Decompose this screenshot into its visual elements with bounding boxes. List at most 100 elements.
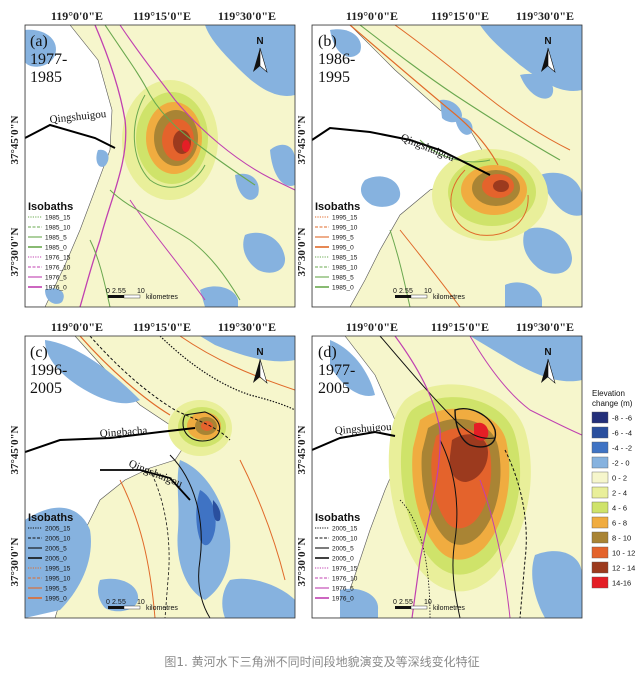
isobath-label: 2005_10	[332, 535, 358, 542]
svg-text:5: 5	[409, 599, 413, 606]
panel-c-label: (c)	[30, 344, 48, 361]
panel-a-scale-bar: 0 2.5 5 10 kilometres	[106, 288, 178, 301]
svg-text:kilometres: kilometres	[433, 294, 465, 301]
lon-label-1: 119°0'0"E	[346, 9, 398, 23]
panel-c-period-end: 2005	[30, 380, 62, 397]
svg-text:0: 0	[106, 599, 110, 606]
lon-label-1: 119°0'0"E	[51, 9, 103, 23]
figure-caption: 图1. 黄河水下三角洲不同时间段地貌演变及等深线变化特征	[164, 655, 480, 669]
elevation-class-label: 8 - 10	[612, 534, 631, 543]
elevation-class-swatch	[591, 576, 609, 589]
elevation-class-swatch	[591, 486, 609, 499]
panel-c-isobath-legend: 2005_15 2005_10 2005_5 2005_0 1995_15 1995_10…	[28, 525, 71, 602]
lon-label-2: 119°15'0"E	[431, 9, 489, 23]
elevation-class-label: 12 - 14	[612, 564, 635, 573]
svg-text:0: 0	[106, 288, 110, 295]
panel-a-isobaths-title: Isobaths	[28, 201, 73, 213]
elevation-legend: Elevation change (m) -8 - -6 -6 - -4 -4 - …	[591, 389, 635, 589]
isobath-label: 1976_0	[332, 595, 354, 602]
svg-text:N: N	[544, 36, 551, 47]
isobath-label: 1985_10	[45, 224, 71, 231]
svg-text:2.5: 2.5	[112, 599, 122, 606]
lat-label-2: 37°30'0"N	[9, 537, 21, 586]
panel-a: 119°0'0"E 119°15'0"E 119°30'0"E 37°45'0"…	[9, 9, 296, 308]
panel-a-label: (a)	[30, 33, 48, 50]
panel-d-place-qingshuigou: Qingshuigou	[334, 421, 392, 437]
lon-label-1: 119°0'0"E	[51, 320, 103, 334]
isobath-label: 2005_10	[45, 535, 71, 542]
elevation-class-swatch	[591, 471, 609, 484]
lat-label-2: 37°30'0"N	[9, 227, 21, 276]
map-a	[25, 25, 295, 307]
panel-d-isobaths-title: Isobaths	[315, 512, 360, 524]
isobath-label: 1995_15	[332, 214, 358, 221]
elevation-class-label: -4 - -2	[612, 444, 632, 453]
map-b	[312, 25, 582, 307]
lon-label-2: 119°15'0"E	[133, 9, 191, 23]
svg-text:2.5: 2.5	[399, 599, 409, 606]
lat-label-1: 37°45'0"N	[296, 115, 308, 164]
panel-a-period-end: 1985	[30, 69, 62, 86]
elevation-class-label: -2 - 0	[612, 459, 630, 468]
isobath-label: 1976_0	[45, 284, 67, 291]
isobath-label: 1976_15	[332, 565, 358, 572]
lat-label-1: 37°45'0"N	[296, 425, 308, 474]
isobath-label: 1995_5	[332, 234, 354, 241]
panel-a-isobath-legend: 1985_15 1985_10 1985_5 1985_0 1976_15 1976_10…	[28, 214, 71, 291]
isobath-label: 1995_15	[45, 565, 71, 572]
lat-label-1: 37°45'0"N	[9, 425, 21, 474]
isobath-label: 1985_10	[332, 264, 358, 271]
panel-c-north-arrow: N	[253, 347, 268, 384]
isobath-label: 2005_15	[332, 525, 358, 532]
isobath-label: 1985_0	[332, 284, 354, 291]
elevation-class-label: 2 - 4	[612, 489, 627, 498]
panel-c-isobaths-title: Isobaths	[28, 512, 73, 524]
svg-text:N: N	[256, 347, 263, 358]
elevation-class-label: 4 - 6	[612, 504, 627, 513]
panel-b-isobath-legend: 1995_15 1995_10 1995_5 1995_0 1985_15 1985_10…	[315, 214, 358, 291]
panel-d: 119°0'0"E 119°15'0"E 119°30'0"E 37°45'0"…	[296, 320, 583, 619]
isobath-label: 1985_15	[332, 254, 358, 261]
elevation-class-swatch	[591, 531, 609, 544]
panel-a-period-start: 1977-	[30, 51, 67, 68]
svg-text:0: 0	[393, 288, 397, 295]
lon-label-1: 119°0'0"E	[346, 320, 398, 334]
panel-d-period-start: 1977-	[318, 362, 355, 379]
elevation-class-swatch	[591, 501, 609, 514]
svg-text:kilometres: kilometres	[146, 605, 178, 612]
elevation-class-swatch	[591, 561, 609, 574]
isobath-label: 1985_0	[45, 244, 67, 251]
isobath-label: 1976_15	[45, 254, 71, 261]
isobath-label: 1976_10	[332, 575, 358, 582]
elevation-class-label: 14-16	[612, 579, 631, 588]
svg-text:N: N	[544, 347, 551, 358]
elevation-class-swatch	[591, 456, 609, 469]
svg-text:10: 10	[424, 288, 432, 295]
isobath-label: 2005_5	[45, 545, 67, 552]
panel-c-scale-bar: 0 2.5 5 10 kilometres	[106, 599, 178, 612]
lon-label-3: 119°30'0"E	[516, 320, 574, 334]
elevation-legend-title-1: Elevation	[592, 389, 625, 398]
isobath-label: 2005_15	[45, 525, 71, 532]
elevation-class-swatch	[591, 426, 609, 439]
svg-text:2.5: 2.5	[399, 288, 409, 295]
elevation-class-swatch	[591, 441, 609, 454]
isobath-label: 2005_0	[332, 555, 354, 562]
isobath-label: 1976_10	[45, 264, 71, 271]
map-d	[312, 336, 582, 618]
lat-label-2: 37°30'0"N	[296, 537, 308, 586]
elevation-legend-title-2: change (m)	[592, 399, 633, 408]
svg-text:5: 5	[122, 599, 126, 606]
elevation-class-swatch	[591, 411, 609, 424]
isobath-label: 2005_5	[332, 545, 354, 552]
svg-text:N: N	[256, 36, 263, 47]
elevation-class-label: -8 - -6	[612, 414, 632, 423]
svg-text:10: 10	[424, 599, 432, 606]
isobath-label: 1995_10	[332, 224, 358, 231]
svg-text:kilometres: kilometres	[433, 605, 465, 612]
lon-label-2: 119°15'0"E	[133, 320, 191, 334]
elevation-class-swatch	[591, 516, 609, 529]
panel-b-period-start: 1986-	[318, 51, 355, 68]
panel-b-isobaths-title: Isobaths	[315, 201, 360, 213]
panel-b-label: (b)	[318, 33, 337, 50]
